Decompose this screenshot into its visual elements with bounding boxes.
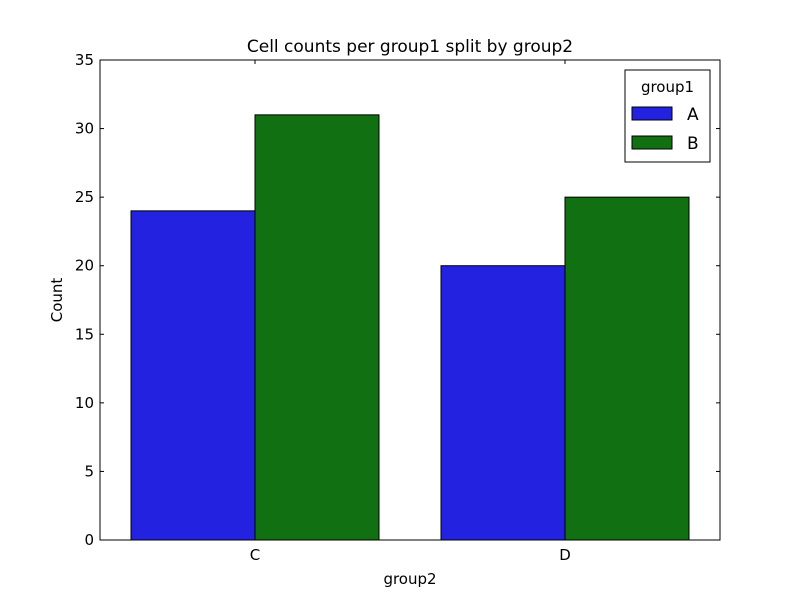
y-tick-label: 30 xyxy=(75,120,94,138)
y-tick-label: 5 xyxy=(84,462,94,480)
legend: group1 A B xyxy=(624,69,711,163)
y-tick-label: 10 xyxy=(75,394,94,412)
legend-swatch-a xyxy=(631,106,673,121)
y-tick-label: 20 xyxy=(75,257,94,275)
chart-title: Cell counts per group1 split by group2 xyxy=(247,37,573,57)
bar-b-c xyxy=(254,114,380,541)
bars-group xyxy=(130,114,690,541)
y-tick-label: 15 xyxy=(75,325,94,343)
legend-title: group1 xyxy=(641,78,694,96)
y-axis-label: Count xyxy=(48,278,66,323)
y-tick-label: 0 xyxy=(84,531,94,549)
legend-label-a: A xyxy=(687,105,699,125)
legend-label-b: B xyxy=(687,134,699,154)
legend-swatch-b xyxy=(631,135,673,150)
bar-b-d xyxy=(564,196,690,541)
x-tick-label: C xyxy=(250,546,260,564)
bar-a-d xyxy=(440,265,566,541)
plot-frame xyxy=(99,59,721,541)
y-tick-label: 25 xyxy=(75,188,94,206)
y-tick-label: 35 xyxy=(75,51,94,69)
bar-a-c xyxy=(130,210,256,541)
x-axis-label: group2 xyxy=(383,570,436,588)
ticks-group: C D 0 5 10 15 20 25 30 35 xyxy=(75,51,720,564)
x-tick-label: D xyxy=(559,546,571,564)
